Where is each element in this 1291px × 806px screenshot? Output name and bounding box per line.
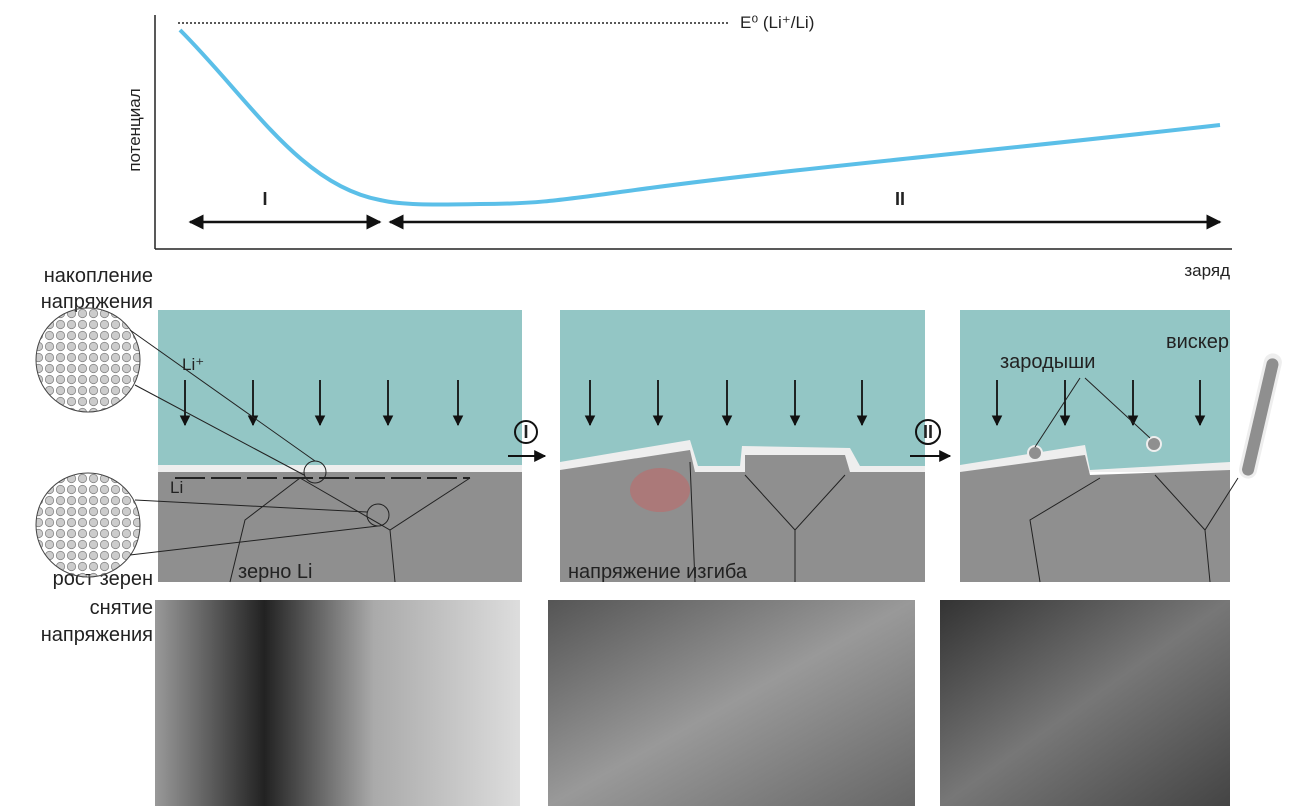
nucleus: [1028, 446, 1042, 460]
panel: напряжение изгиба: [560, 310, 925, 583]
grain-label: зерно Li: [238, 561, 312, 583]
side-label: накопление: [44, 265, 153, 287]
reference-label: E⁰ (Li⁺/Li): [740, 13, 814, 32]
lithium: [960, 455, 1230, 582]
nuclei-label: зародыши: [1000, 351, 1095, 373]
step-label: II: [923, 422, 933, 442]
panel: Li⁺ Li зерно Li: [36, 308, 522, 583]
stress-zone: [630, 468, 690, 512]
potential-curve: [180, 30, 1220, 205]
diagram: E⁰ (Li⁺/Li) потенциал заряд I II накопле…: [0, 0, 1291, 806]
panel: зародыши вискер: [960, 310, 1273, 582]
x-axis-label: заряд: [1184, 261, 1230, 280]
magnifier: [36, 473, 140, 577]
micrograph: [548, 600, 915, 806]
nucleus: [1147, 437, 1161, 451]
stress-label: напряжение изгиба: [568, 561, 748, 583]
micrograph: [940, 600, 1230, 806]
step-label: I: [523, 422, 528, 442]
side-label: напряжения: [41, 624, 153, 646]
region-label: II: [895, 189, 905, 209]
sei: [158, 465, 522, 472]
side-label: снятие: [90, 597, 153, 619]
lithium: [158, 472, 522, 582]
ion-label: Li⁺: [182, 355, 204, 374]
potential-chart: E⁰ (Li⁺/Li) потенциал заряд I II: [125, 13, 1232, 280]
magnifier: [36, 308, 140, 412]
y-axis-label: потенциал: [125, 88, 144, 171]
region-label: I: [262, 189, 267, 209]
whisker-label: вискер: [1166, 331, 1229, 353]
micrograph: [155, 600, 520, 806]
metal-label: Li: [170, 478, 183, 497]
electrolyte: [158, 310, 522, 465]
